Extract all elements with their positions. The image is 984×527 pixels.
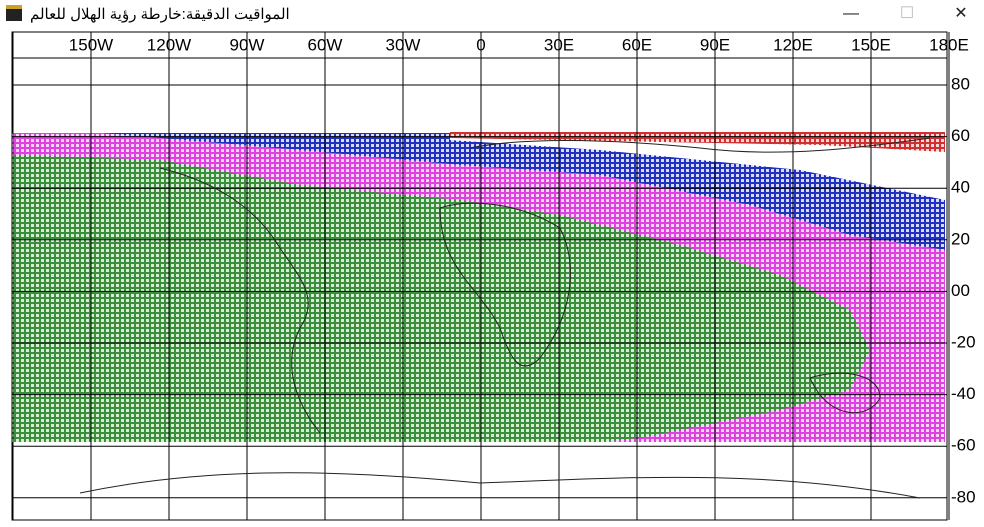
lat-label: 60 [951, 126, 970, 145]
lon-label: 120E [773, 35, 813, 54]
lat-label: -60 [951, 436, 976, 455]
app-icon [6, 5, 22, 21]
grid [12, 32, 950, 520]
lon-label: 90E [700, 35, 730, 54]
lon-label: 60E [622, 35, 652, 54]
lon-label: 30E [544, 35, 574, 54]
lat-label: -20 [951, 332, 976, 351]
window-title: المواقيت الدقيقة:خارطة رؤية الهلال للعال… [30, 6, 290, 23]
lon-label: 180E [929, 35, 969, 54]
coastlines [79, 137, 931, 499]
zone-blue [100, 133, 945, 250]
lat-label: -80 [951, 487, 976, 506]
lat-label: 80 [951, 74, 970, 93]
minimize-button[interactable]: — [843, 5, 859, 22]
lat-label: 40 [951, 178, 970, 197]
lon-label: 150W [69, 35, 113, 54]
zone-green [12, 155, 870, 442]
lat-label: -40 [951, 384, 976, 403]
lon-label: 30W [386, 35, 421, 54]
title-bar: المواقيت الدقيقة:خارطة رؤية الهلال للعال… [0, 0, 984, 28]
lat-label: 20 [951, 229, 970, 248]
lon-label: 150E [851, 35, 891, 54]
close-button[interactable]: ✕ [954, 5, 968, 22]
lon-label: 120W [147, 35, 191, 54]
lon-label: 90W [230, 35, 265, 54]
lat-label: 00 [951, 281, 970, 300]
lon-label: 60W [308, 35, 343, 54]
visibility-map: 150W 120W 90W 60W 30W 0 30E 60E 90E 120E 150E 180E 8… [11, 31, 976, 521]
maximize-button[interactable]: ☐ [899, 5, 915, 22]
lon-label: 0 [476, 35, 485, 54]
axis-labels: 150W 120W 90W 60W 30W 0 30E 60E 90E 120E 150E 180E 8… [69, 35, 976, 506]
